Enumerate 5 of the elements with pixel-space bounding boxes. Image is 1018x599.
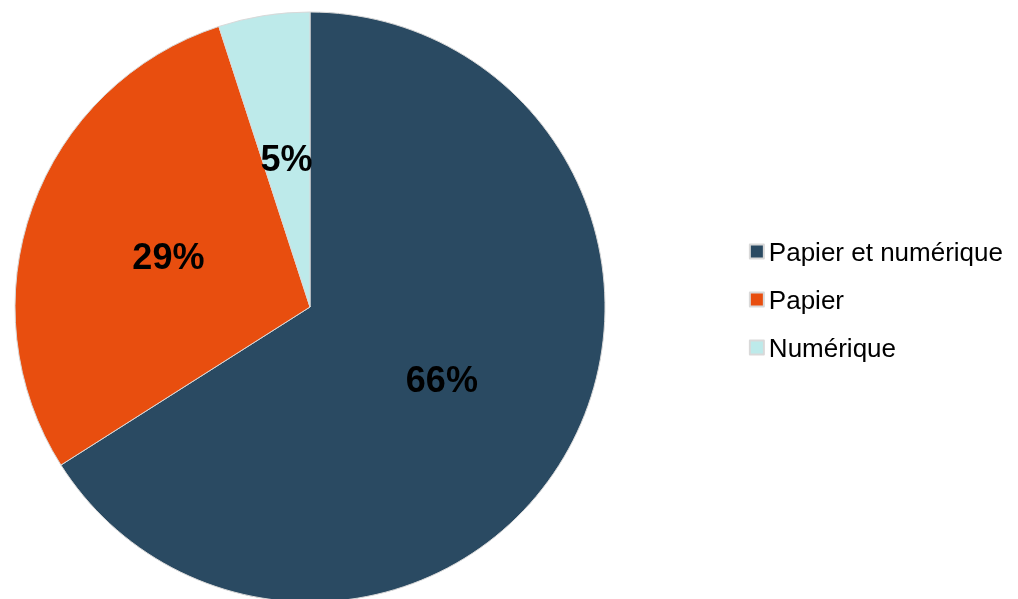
data-label: 66%	[405, 359, 478, 400]
legend-label: Papier et numérique	[768, 236, 1003, 267]
data-label: 29%	[132, 235, 205, 277]
legend-label: Numérique	[768, 332, 897, 363]
legend-label: Papier	[768, 284, 845, 315]
